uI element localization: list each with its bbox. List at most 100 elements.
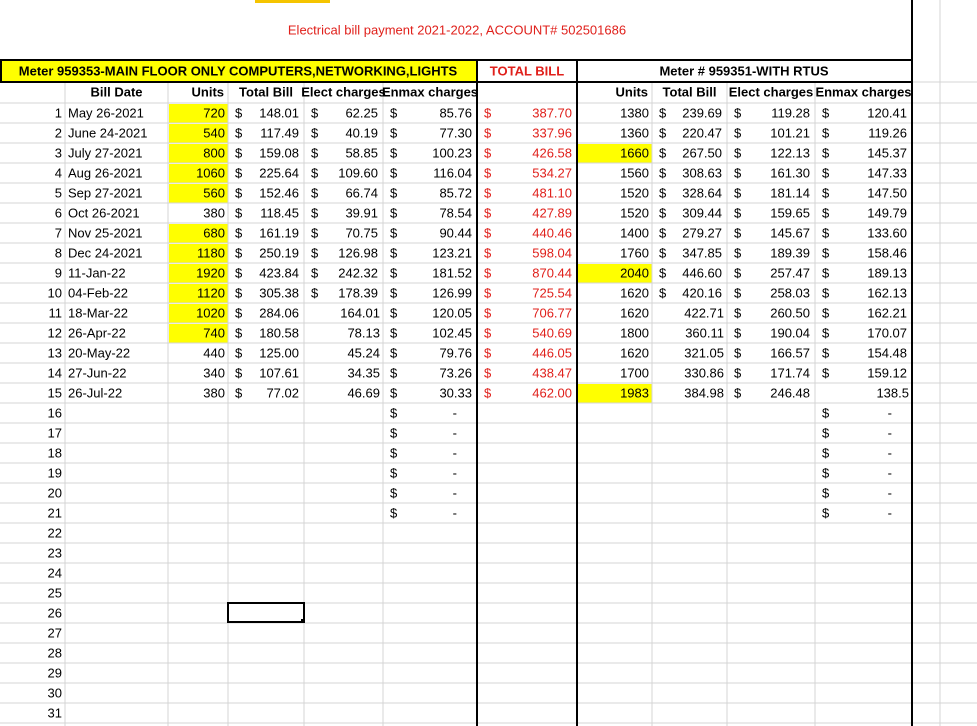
cell-value: 720 [203,105,225,120]
cell-highlight [169,264,228,283]
cell-value: 347.85 [682,245,722,260]
currency-sign: $ [484,325,492,340]
cell-value: 178.39 [338,285,378,300]
cell-value: 870.44 [532,265,572,280]
currency-sign: $ [311,165,319,180]
currency-sign: $ [235,105,243,120]
currency-sign: $ [484,225,492,240]
currency-sign: $ [659,185,667,200]
row-number: 10 [48,285,62,300]
cell-value: 284.06 [259,305,299,320]
currency-sign: $ [235,345,243,360]
cell-value: 118.45 [260,205,299,220]
cell-value: 58.85 [345,145,378,160]
cell-value: 1620 [620,345,649,360]
cell-value: 423.84 [259,265,299,280]
fill-handle [301,619,305,623]
cell-value: 481.10 [532,185,572,200]
cell-value: 100.23 [432,145,472,160]
currency-sign: $ [311,125,319,140]
cell-value: 159.65 [770,205,810,220]
cell-value: 1120 [197,285,225,300]
cell-value: 90.44 [439,225,472,240]
row-number: 13 [48,345,62,360]
currency-sign: $ [734,145,742,160]
group-header: Meter # 959351-WITH RTUS [659,63,828,78]
cell-value: 102.45 [432,325,472,340]
currency-sign: $ [484,365,492,380]
cell-value: 540 [203,125,225,140]
cell-value: 446.60 [682,265,722,280]
currency-sign: $ [235,385,243,400]
cell-value: 147.50 [867,185,907,200]
cell-value: 1020 [196,305,225,320]
currency-sign: $ [734,325,742,340]
row-number: 27 [48,625,62,640]
cell-value: - [888,465,892,480]
cell-value: 148.01 [259,105,299,120]
currency-sign: $ [390,505,398,520]
cell-highlight [169,104,228,123]
cell-date: 26-Apr-22 [68,325,126,340]
cell-value: 1760 [620,245,649,260]
currency-sign: $ [484,125,492,140]
row-number: 11 [49,305,63,320]
cell-value: 145.67 [770,225,810,240]
cell-value: 328.64 [682,185,722,200]
cell-value: 70.75 [345,225,378,240]
currency-sign: $ [390,225,398,240]
currency-sign: $ [822,265,830,280]
cell-value: 101.21 [770,125,810,140]
currency-sign: $ [235,205,243,220]
cell-date: 20-May-22 [68,345,130,360]
cell-value: 159.08 [259,145,299,160]
currency-sign: $ [390,125,398,140]
active-cell [227,602,305,623]
currency-sign: $ [822,485,830,500]
column-header: Enmax charges [815,84,911,99]
currency-sign: $ [390,385,398,400]
currency-sign: $ [484,385,492,400]
currency-sign: $ [734,165,742,180]
cell-value: 1620 [620,305,649,320]
cell-value: 78.54 [439,205,472,220]
row-number: 25 [48,585,62,600]
cell-value: 308.63 [682,165,722,180]
currency-sign: $ [311,225,319,240]
cell-value: 45.24 [347,345,380,360]
row-number: 2 [55,125,62,140]
cell-value: 534.27 [532,165,572,180]
cell-value: 120.41 [867,105,907,120]
group-header: TOTAL BILL [490,63,564,78]
cell-value: - [888,405,892,420]
row-number: 31 [48,705,62,720]
cell-date: Nov 25-2021 [68,225,142,240]
cell-value: - [888,425,892,440]
currency-sign: $ [734,265,742,280]
currency-sign: $ [822,345,830,360]
cell-value: 462.00 [532,385,572,400]
row-number: 7 [55,225,62,240]
currency-sign: $ [734,185,742,200]
cell-value: 78.13 [347,325,380,340]
currency-sign: $ [659,105,667,120]
currency-sign: $ [390,285,398,300]
cell-value: 426.58 [532,145,572,160]
cell-value: 162.13 [867,285,907,300]
row-number: 21 [48,505,62,520]
cell-value: 257.47 [770,265,810,280]
cell-value: 85.72 [439,185,472,200]
currency-sign: $ [235,125,243,140]
cell-value: 73.26 [439,365,472,380]
cell-highlight [578,384,652,403]
currency-sign: $ [235,145,243,160]
cell-value: 1400 [620,225,649,240]
cell-value: 309.44 [682,205,722,220]
cell-value: 181.14 [770,185,810,200]
row-number: 5 [55,185,62,200]
cell-value: 122.13 [770,145,810,160]
cell-value: 258.03 [770,285,810,300]
currency-sign: $ [484,185,492,200]
cell-highlight [169,304,228,323]
cell-value: - [453,485,457,500]
